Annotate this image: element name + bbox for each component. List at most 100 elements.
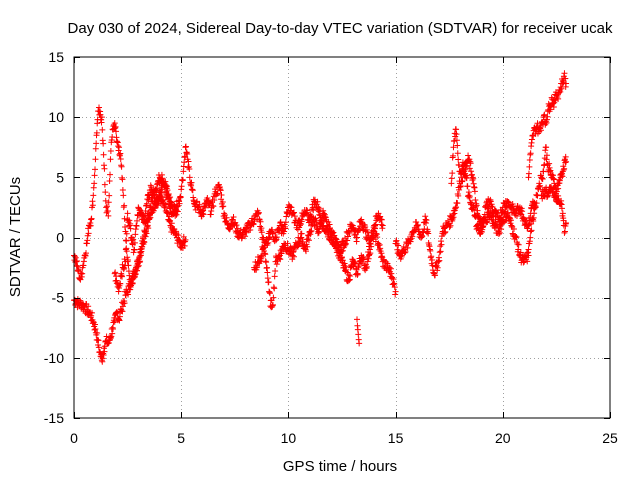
data-point-track-j <box>541 161 548 168</box>
axis-ticks: 0 5 10 15 20 25 -15 -10 -5 0 5 10 15 <box>44 49 618 446</box>
data-point-track-g <box>512 233 519 240</box>
x-tick-label: 20 <box>495 430 511 446</box>
data-point-track-e <box>266 233 273 240</box>
data-point-track-g <box>467 160 474 167</box>
data-point-track-g <box>423 217 430 224</box>
data-point-track-g <box>496 229 503 236</box>
data-point-track-h <box>461 160 468 167</box>
data-point-track-b <box>83 240 90 247</box>
data-point-track-j <box>562 159 569 166</box>
data-point-track-b <box>141 227 148 234</box>
data-point-track-j <box>531 205 538 212</box>
data-point-track-e <box>297 221 304 228</box>
data-point-track-b <box>75 266 82 273</box>
data-point-track-b <box>102 189 109 196</box>
data-point-track-f <box>355 331 362 338</box>
data-point-track-d <box>294 243 301 250</box>
data-point-track-d <box>339 254 345 261</box>
data-point-track-b <box>130 273 137 280</box>
data-point-track-j <box>556 177 563 184</box>
data-point-track-j <box>533 200 540 207</box>
data-point-track-g <box>465 152 472 159</box>
data-point-track-i <box>555 95 562 102</box>
data-point-track-d <box>210 203 217 210</box>
data-point-track-i <box>558 85 565 92</box>
data-point-track-g <box>428 253 435 260</box>
data-point-track-d <box>392 291 399 298</box>
data-point-track-c <box>158 190 165 197</box>
data-points <box>71 70 570 365</box>
data-point-track-b <box>88 215 95 222</box>
data-point-track-d <box>255 209 262 216</box>
data-point-track-b <box>132 266 139 273</box>
data-point-track-g <box>436 257 443 264</box>
data-point-track-g <box>447 222 454 229</box>
data-point-track-d <box>263 265 270 272</box>
data-point-track-d <box>211 196 218 203</box>
data-point-track-e <box>369 232 376 239</box>
data-point-track-e <box>288 204 295 211</box>
data-point-track-i <box>562 83 569 90</box>
data-point-track-j <box>561 165 568 172</box>
data-point-track-d <box>217 187 224 194</box>
data-point-track-h <box>455 156 462 163</box>
data-point-track-e <box>372 221 379 228</box>
data-point-track-c <box>121 256 128 263</box>
data-point-track-j <box>540 168 547 175</box>
data-point-track-d <box>357 258 364 265</box>
data-point-track-k <box>560 217 567 224</box>
data-point-track-c <box>173 203 180 210</box>
data-point-track-e <box>258 252 265 259</box>
data-point-track-a <box>105 339 112 346</box>
data-point-track-d <box>290 253 297 260</box>
data-point-track-d <box>284 240 291 247</box>
data-point-track-e <box>366 240 373 247</box>
data-point-track-g <box>416 228 423 235</box>
data-point-track-k <box>561 228 568 235</box>
data-point-track-g <box>404 244 411 251</box>
data-point-track-j <box>527 228 534 235</box>
data-point-track-d <box>243 229 250 236</box>
data-point-track-b <box>121 202 128 209</box>
data-point-track-e <box>304 207 311 214</box>
data-point-track-b <box>101 165 108 172</box>
data-point-track-g <box>510 226 517 233</box>
data-point-track-b <box>102 197 109 204</box>
data-point-track-d <box>391 284 398 291</box>
data-point-track-e <box>317 214 324 221</box>
data-point-track-b <box>91 172 98 179</box>
data-point-track-c <box>164 195 171 202</box>
data-point-track-g <box>427 247 434 254</box>
data-point-track-h <box>497 214 504 221</box>
x-tick-label: 10 <box>281 430 297 446</box>
data-point-track-e <box>316 211 323 218</box>
data-point-track-b <box>103 204 110 211</box>
data-point-track-b <box>96 104 103 111</box>
data-point-track-a <box>115 316 122 323</box>
data-point-track-c <box>143 202 150 209</box>
data-point-track-b <box>122 223 129 230</box>
data-point-track-d <box>345 272 352 279</box>
data-point-track-a <box>119 303 126 310</box>
data-point-track-b <box>92 145 99 152</box>
data-point-track-b <box>113 134 120 141</box>
data-point-track-b <box>140 238 147 245</box>
y-tick-label: 15 <box>48 49 64 65</box>
data-point-track-d <box>257 218 264 225</box>
data-point-track-h <box>504 198 511 205</box>
data-point-track-g <box>409 233 416 240</box>
y-axis-label: SDTVAR / TECUs <box>7 177 24 297</box>
data-point-track-d <box>379 254 386 261</box>
x-tick-label: 5 <box>177 430 185 446</box>
data-point-track-k <box>544 193 551 200</box>
data-point-track-b <box>91 180 98 187</box>
data-point-track-e <box>378 216 385 223</box>
data-point-track-a <box>108 333 115 340</box>
data-point-track-d <box>298 230 305 237</box>
data-point-track-i <box>537 127 544 134</box>
data-point-track-j <box>559 173 566 180</box>
data-point-track-h <box>519 208 526 215</box>
data-point-track-c <box>146 194 153 201</box>
data-point-track-d <box>341 260 348 267</box>
